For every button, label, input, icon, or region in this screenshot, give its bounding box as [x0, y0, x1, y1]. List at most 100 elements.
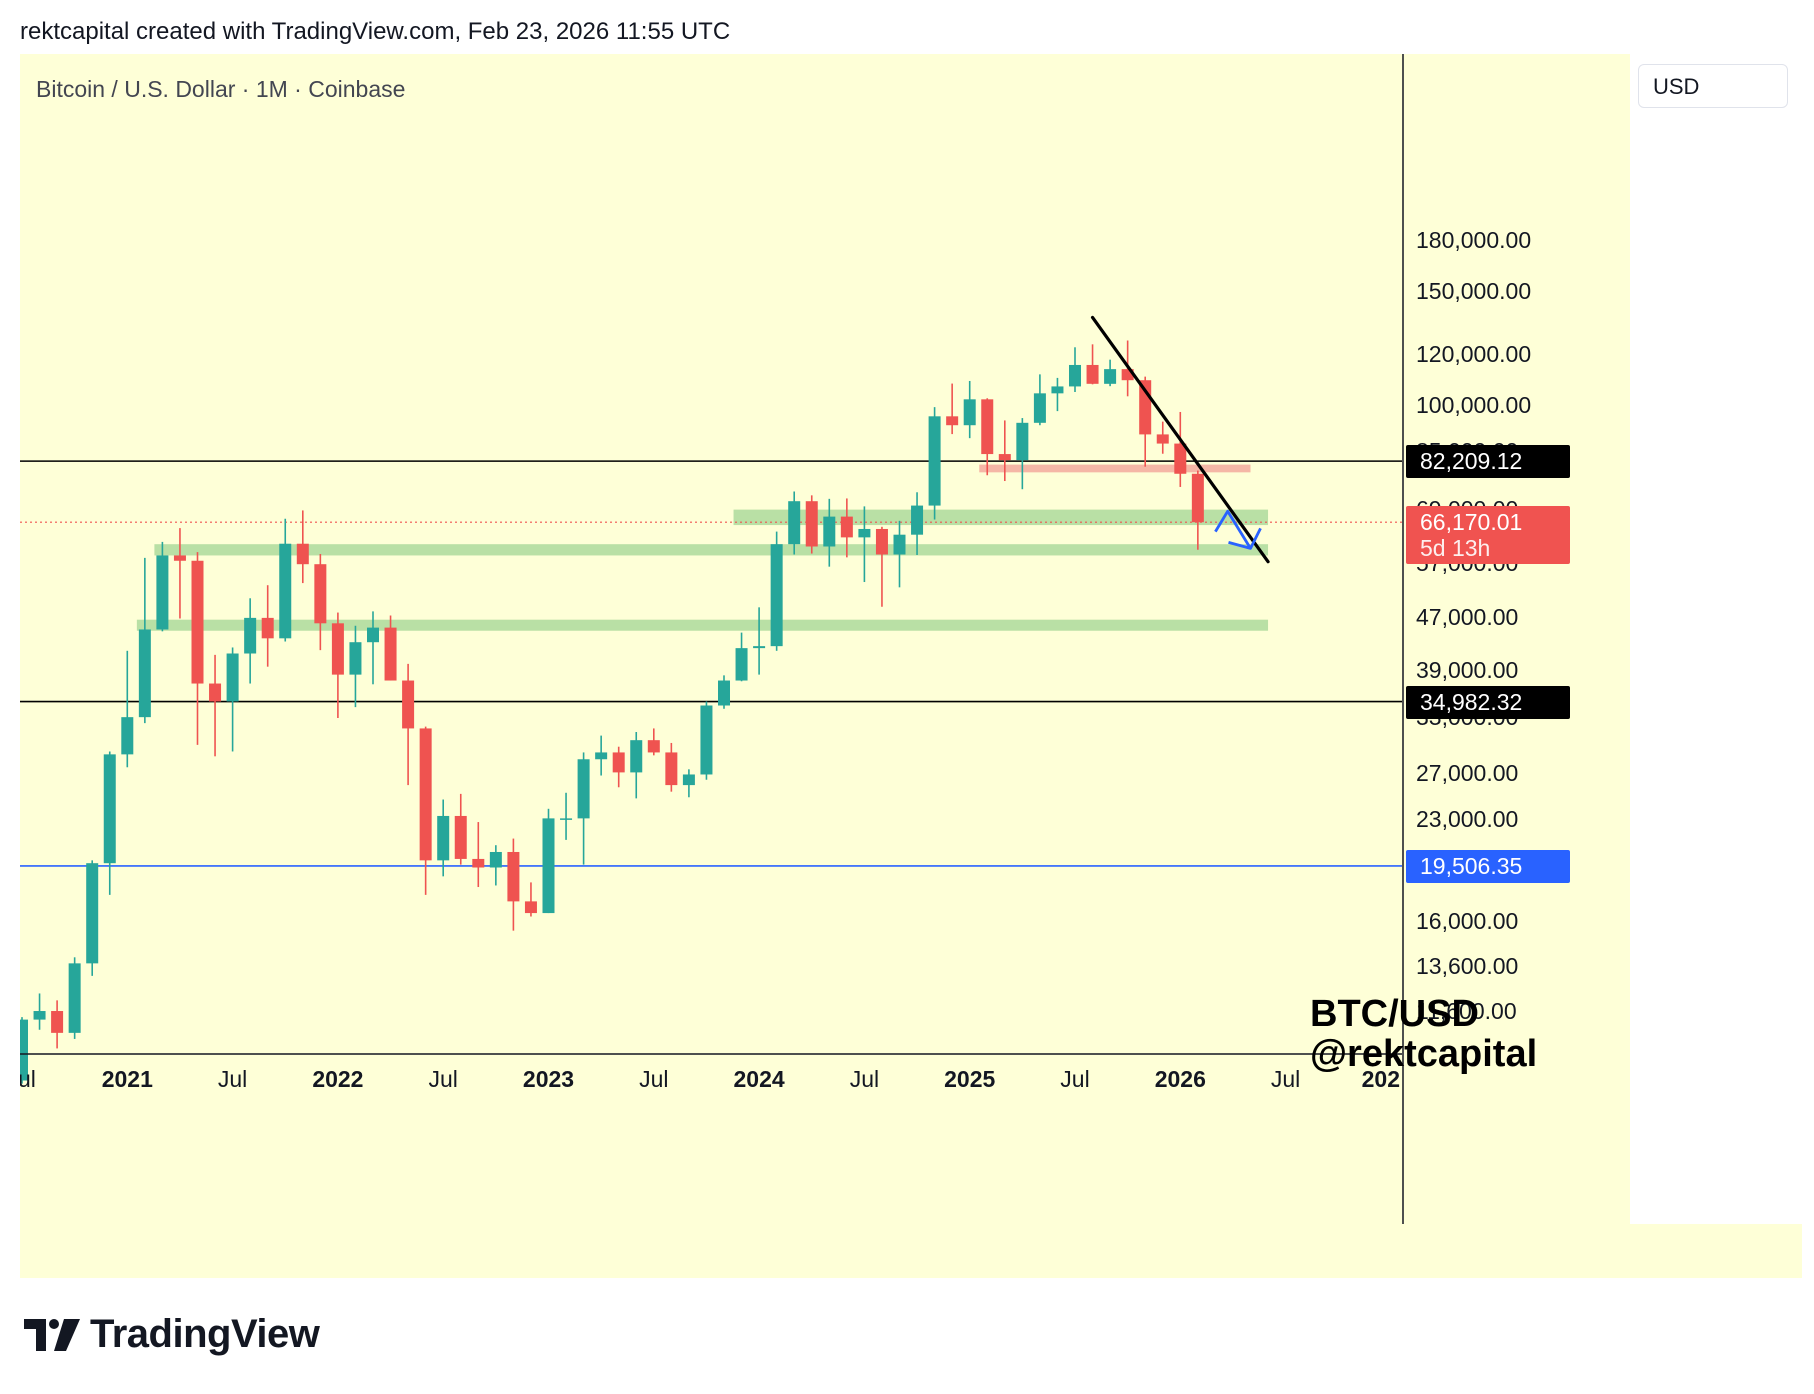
level-badge: 19,506.35 — [1406, 849, 1570, 883]
candle-2025-02 — [981, 399, 994, 455]
candle-2021-10 — [279, 543, 292, 639]
current-price-badge: 66,170.01 5d 13h — [1406, 506, 1570, 565]
price-chart[interactable] — [20, 54, 1630, 1224]
candle-2025-12 — [1156, 434, 1169, 444]
time-tick-label: 2025 — [944, 1066, 996, 1092]
time-tick-label: 2023 — [522, 1066, 575, 1092]
candle-2025-09 — [1104, 369, 1117, 384]
candle-2021-08 — [244, 617, 257, 654]
symbol-title: Bitcoin / U.S. Dollar · 1M · Coinbase — [36, 76, 406, 102]
candle-2022-10 — [489, 851, 502, 868]
candle-2024-05 — [823, 516, 836, 547]
time-tick-label: 202 — [1361, 1066, 1400, 1092]
chart-area[interactable]: Bitcoin / U.S. Dollar · 1M · Coinbase 18… — [20, 54, 1802, 1278]
time-tick-label: Jul — [639, 1066, 669, 1092]
currency-selector[interactable]: USD — [1638, 64, 1788, 108]
candle-2020-12 — [103, 754, 116, 864]
time-tick-label: 2021 — [101, 1066, 153, 1092]
resistance-zone-0 — [979, 464, 1251, 473]
candle-2025-01 — [963, 399, 976, 426]
level-badge: 82,209.12 — [1406, 445, 1570, 479]
candle-2021-05 — [191, 560, 204, 684]
time-tick-label: Jul — [1270, 1066, 1301, 1092]
candle-2022-06 — [419, 728, 432, 861]
candle-2023-05 — [612, 752, 625, 773]
candle-2020-11 — [86, 863, 99, 964]
candle-2021-07 — [226, 653, 239, 702]
candle-2021-11 — [296, 543, 309, 565]
chart-watermark: BTC/USD @rektcapital — [1310, 994, 1537, 1074]
price-tick-label: 180,000.00 — [1416, 226, 1532, 253]
candle-2026-02 — [1191, 473, 1204, 523]
candle-2023-09 — [682, 774, 695, 786]
candle-2024-01 — [753, 646, 766, 649]
time-tick-label: Jul — [217, 1066, 248, 1092]
candle-2025-04 — [1016, 422, 1029, 461]
price-tick-label: 11,600.00 — [1416, 998, 1517, 1025]
time-tick-label: Jul — [849, 1066, 880, 1092]
candle-2024-03 — [788, 501, 801, 545]
candle-2022-01 — [331, 623, 344, 675]
support-zone-2 — [136, 619, 1269, 631]
price-axis[interactable] — [1630, 54, 1802, 1224]
candle-2025-10 — [1121, 369, 1134, 381]
tradingview-logo-icon — [24, 1318, 80, 1351]
price-tick-label: 23,000.00 — [1416, 805, 1519, 832]
candle-2024-11 — [928, 416, 941, 506]
candle-2020-07 — [20, 1019, 28, 1081]
support-zone-0 — [733, 509, 1269, 526]
candle-2020-09 — [51, 1011, 64, 1033]
projection-arrow — [1214, 509, 1252, 550]
candle-2022-04 — [384, 627, 397, 681]
candle-2023-07 — [647, 740, 660, 753]
candle-2025-08 — [1086, 364, 1099, 384]
candle-2024-12 — [946, 416, 959, 426]
time-tick-label: 2026 — [1154, 1066, 1206, 1092]
current-price-value: 66,170.01 — [1420, 509, 1523, 536]
time-tick-label: Jul — [428, 1066, 458, 1092]
candle-2023-03 — [577, 759, 590, 819]
candle-2023-08 — [665, 752, 678, 786]
price-tick-label: 39,000.00 — [1416, 656, 1519, 683]
candle-2024-07 — [858, 528, 871, 538]
candle-countdown: 5d 13h — [1420, 535, 1491, 562]
candle-2021-12 — [314, 564, 327, 624]
time-tick-label: 2024 — [733, 1066, 785, 1092]
candle-2024-10 — [911, 505, 924, 535]
candle-2023-11 — [718, 680, 730, 706]
time-tick-label: 2022 — [312, 1066, 364, 1092]
candle-2023-06 — [630, 740, 643, 773]
candle-2021-09 — [261, 617, 274, 639]
candle-2022-08 — [454, 815, 467, 859]
price-tick-label: 16,000.00 — [1416, 907, 1519, 934]
candle-2025-06 — [1051, 386, 1064, 394]
time-tick-label: Jul — [1060, 1066, 1090, 1092]
tradingview-logo[interactable]: TradingView — [24, 1312, 320, 1357]
price-tick-label: 13,600.00 — [1416, 953, 1519, 980]
candle-2022-07 — [437, 815, 450, 861]
candle-2025-03 — [998, 454, 1011, 461]
candle-2023-12 — [735, 648, 748, 681]
candle-2024-09 — [893, 534, 906, 555]
candle-2024-02 — [770, 544, 783, 647]
support-zone-1 — [154, 544, 1269, 556]
price-tick-label: 120,000.00 — [1416, 340, 1532, 367]
candle-2023-02 — [560, 818, 573, 820]
candle-2022-05 — [402, 680, 415, 729]
watermark-line1: BTC/USD — [1310, 993, 1479, 1035]
candle-2024-06 — [840, 516, 853, 538]
price-tick-label: 150,000.00 — [1416, 277, 1532, 304]
price-tick-label: 27,000.00 — [1416, 760, 1519, 787]
candle-2022-03 — [367, 627, 379, 643]
candle-2021-02 — [138, 629, 151, 718]
candle-2020-08 — [33, 1011, 46, 1020]
candle-2023-10 — [700, 705, 713, 775]
candle-2022-11 — [507, 851, 520, 902]
candle-2021-04 — [173, 555, 186, 561]
projection-arrow-head — [1228, 527, 1262, 550]
candle-2021-06 — [209, 683, 222, 702]
candle-2021-01 — [121, 717, 134, 755]
level-badge: 34,982.32 — [1406, 685, 1570, 719]
candle-2024-08 — [875, 528, 888, 555]
time-tick-label: ul — [20, 1066, 36, 1092]
